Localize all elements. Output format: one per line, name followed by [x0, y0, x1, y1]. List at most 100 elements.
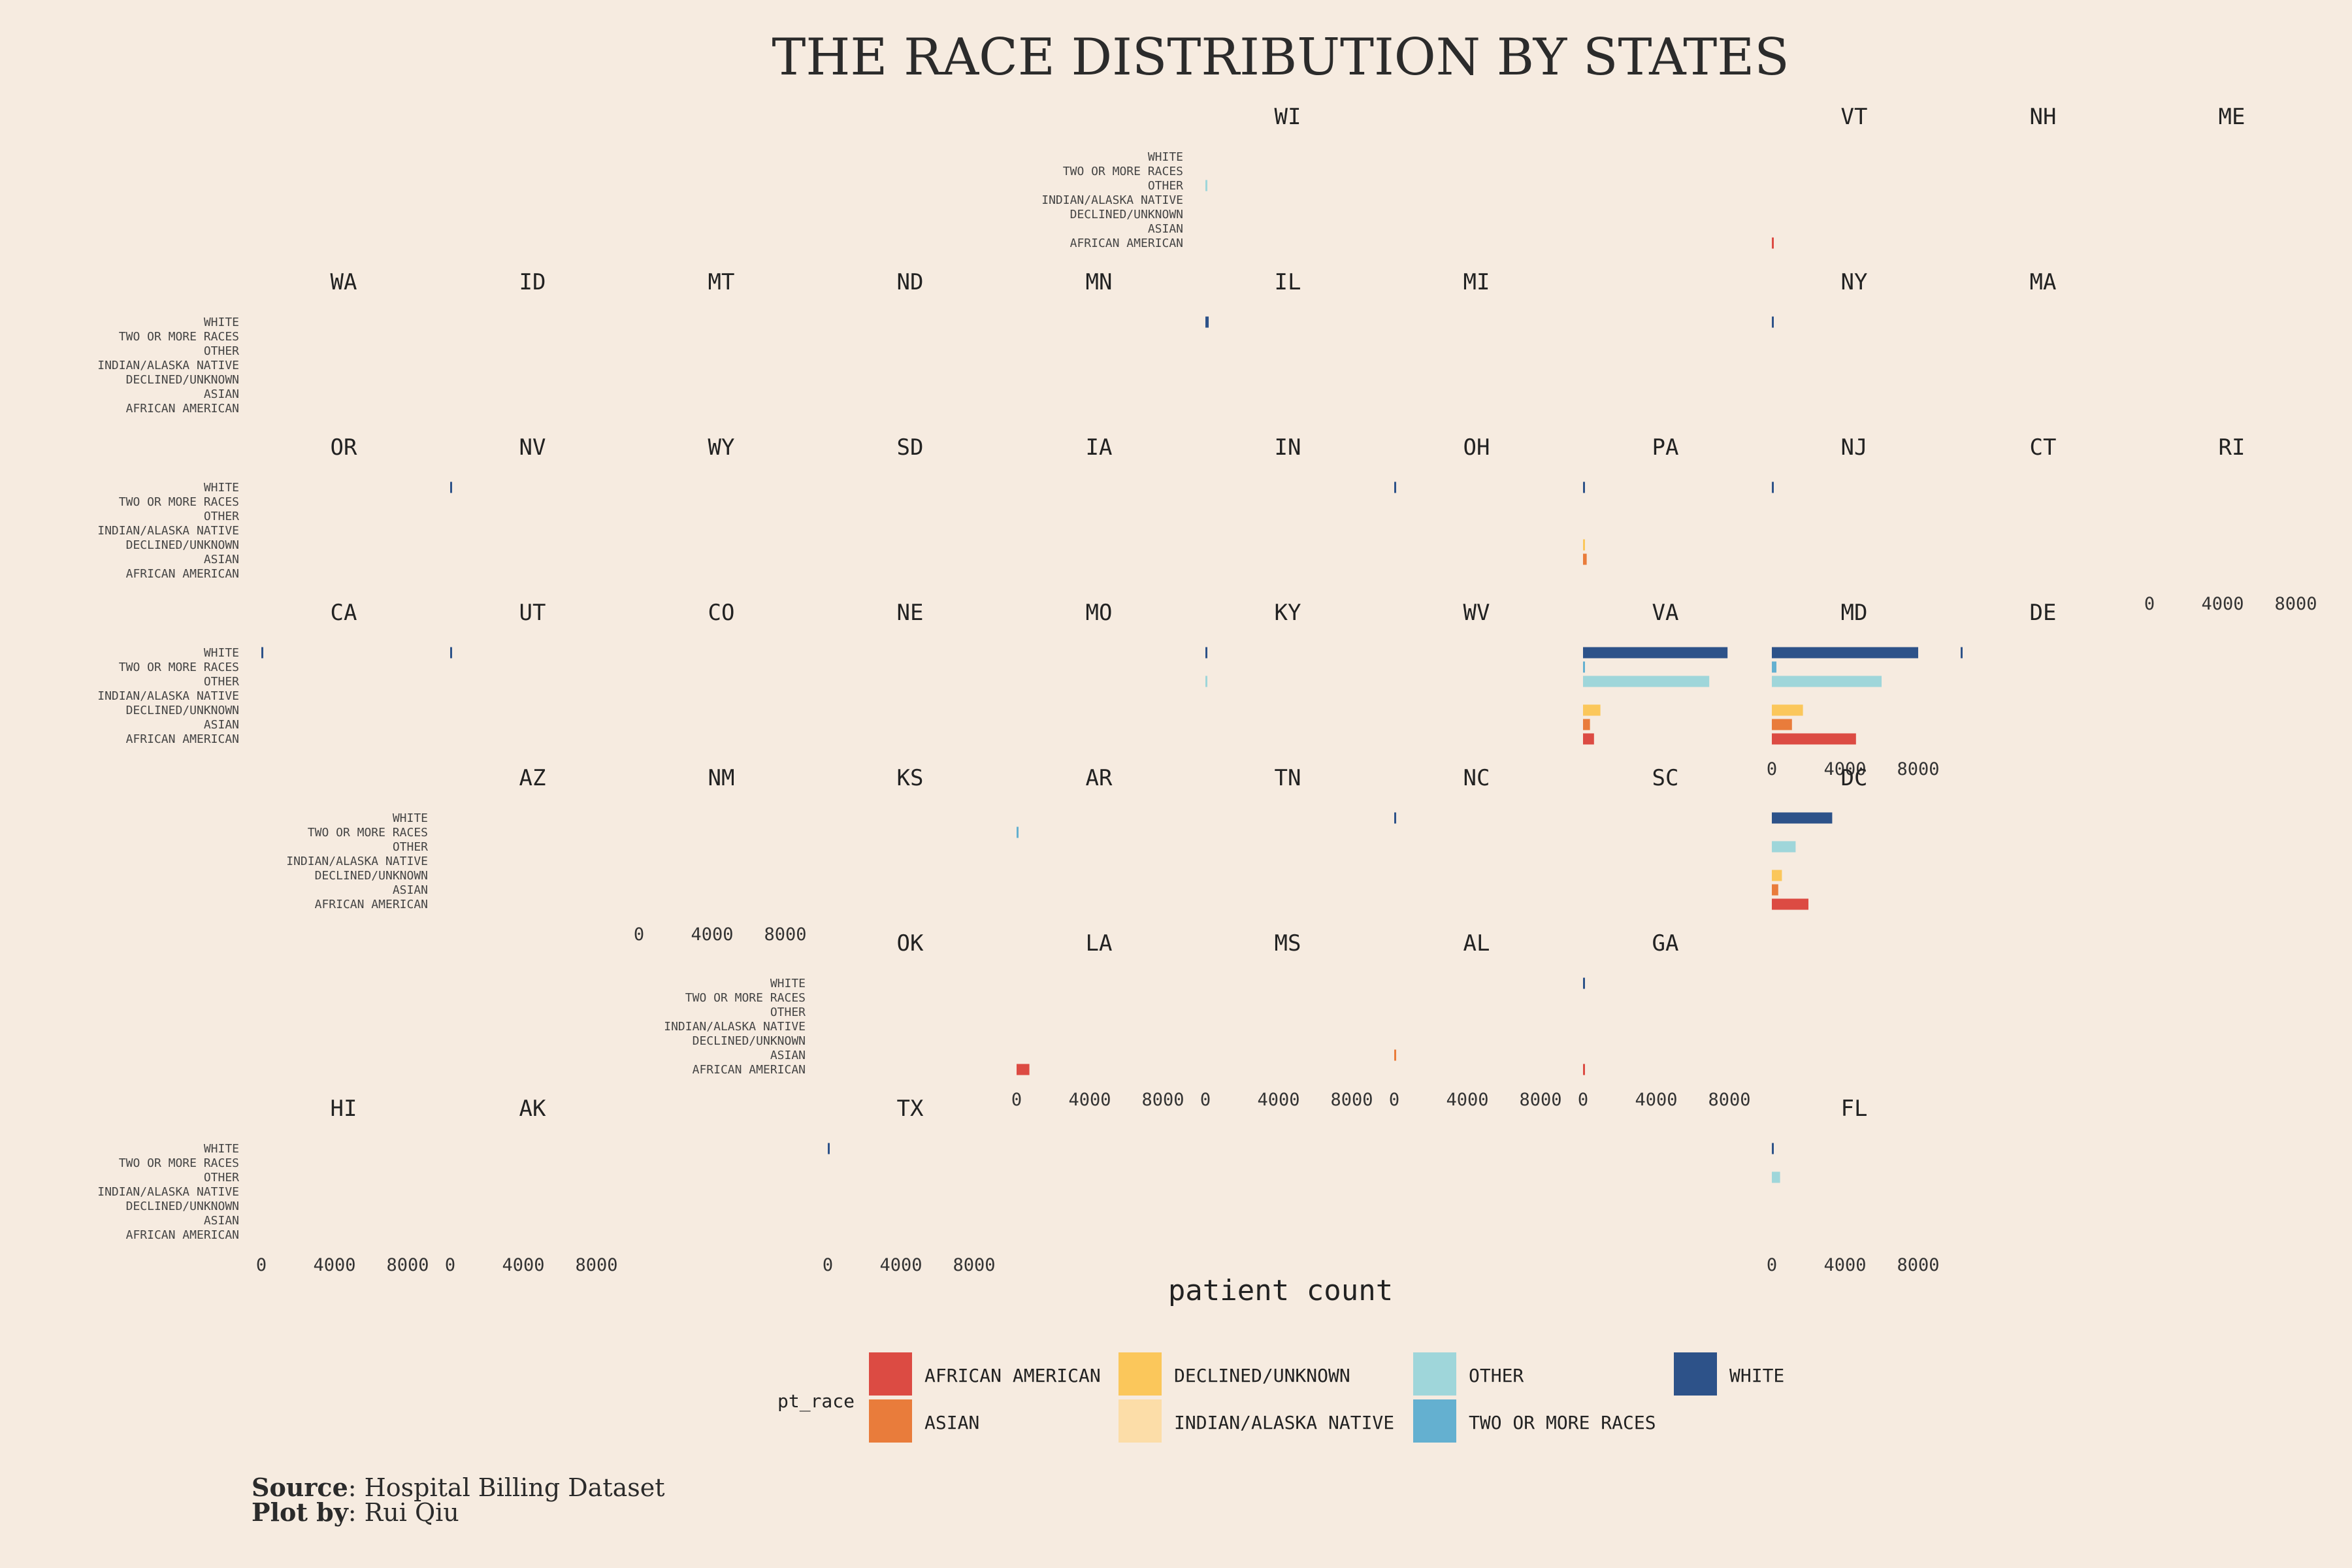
bar-declined-unknown: [1772, 870, 1782, 881]
x-tick-label: 4000: [1068, 1090, 1111, 1110]
legend-item-indian-alaska-native: INDIAN/ALASKA NATIVE: [1119, 1399, 1394, 1443]
panel-mi: MI: [1463, 269, 1490, 295]
state-label: SD: [897, 434, 924, 461]
state-label: KY: [1275, 600, 1301, 626]
bar-african-american: [1583, 1064, 1585, 1075]
legend-item-white: WHITE: [1674, 1352, 1784, 1396]
x-tick-label: 4000: [1635, 1090, 1677, 1110]
x-tick-label: 0: [1389, 1090, 1399, 1110]
legend-item-asian: ASIAN: [869, 1399, 979, 1443]
race-label: DECLINED/UNKNOWN: [1070, 208, 1183, 221]
state-label: NJ: [1841, 434, 1868, 461]
panel-vt: VT: [1772, 104, 1867, 249]
race-label: INDIAN/ALASKA NATIVE: [97, 689, 239, 703]
race-label: INDIAN/ALASKA NATIVE: [97, 1185, 239, 1199]
bar-white: [1583, 647, 1728, 659]
bar-declined-unknown: [1583, 539, 1585, 551]
state-label: MN: [1086, 269, 1113, 295]
state-label: MT: [708, 269, 735, 295]
legend-label: DECLINED/UNKNOWN: [1174, 1365, 1350, 1386]
panel-oh: OH: [1394, 434, 1490, 493]
race-label: DECLINED/UNKNOWN: [315, 869, 428, 883]
source-text: : Hospital Billing Dataset: [348, 1473, 665, 1502]
plotby-label: Plot by: [252, 1497, 348, 1527]
panel-id: ID: [519, 269, 546, 295]
panel-pa: PA: [1583, 434, 1678, 565]
panel-al: AL 0 4000 8000: [1389, 930, 1562, 1110]
legend-item-two-or-more-races: TWO OR MORE RACES: [1413, 1399, 1656, 1443]
bar-white: [1772, 1143, 1774, 1154]
state-label: VT: [1841, 104, 1868, 130]
bar-other: [1583, 676, 1710, 687]
state-label: CT: [2030, 434, 2057, 461]
panel-fl: FL 0 4000 8000: [1767, 1096, 1940, 1275]
race-label: TWO OR MORE RACES: [308, 826, 428, 840]
race-label: INDIAN/ALASKA NATIVE: [664, 1020, 806, 1034]
bar-white: [1772, 647, 1918, 659]
bar-white: [1583, 977, 1585, 989]
x-tick-label: 8000: [953, 1255, 995, 1275]
panel-dc: DC: [1772, 765, 1867, 910]
state-label: AZ: [519, 765, 546, 791]
x-tick-label: 8000: [1519, 1090, 1561, 1110]
race-label: ASIAN: [204, 718, 239, 732]
state-label: ND: [897, 269, 924, 295]
x-tick-label: 4000: [1446, 1090, 1488, 1110]
legend-swatch: [1674, 1352, 1717, 1396]
bar-african-american: [1772, 898, 1808, 910]
bar-other: [1205, 676, 1207, 687]
bar-white: [1205, 647, 1207, 659]
panel-ks: KS: [897, 765, 924, 791]
x-tick-label: 4000: [1257, 1090, 1299, 1110]
state-label: MS: [1275, 930, 1301, 956]
panel-ut: UT: [450, 600, 546, 659]
x-tick-label: 4000: [1823, 1255, 1866, 1275]
x-tick-label: 0: [1767, 759, 1777, 779]
state-label: CA: [331, 600, 357, 626]
x-tick-label: 8000: [1330, 1090, 1373, 1110]
panel-nc: NC: [1394, 765, 1490, 824]
state-label: UT: [519, 600, 546, 626]
panel-ar: AR: [1017, 765, 1113, 838]
bar-african-american: [1772, 237, 1774, 249]
state-label: SC: [1652, 765, 1679, 791]
legend-item-declined-unknown: DECLINED/UNKNOWN: [1119, 1352, 1350, 1396]
x-tick-label: 4000: [2201, 594, 2244, 614]
legend-swatch: [1119, 1399, 1162, 1443]
bar-white: [1772, 482, 1774, 493]
x-tick-label: 8000: [1141, 1090, 1184, 1110]
panel-sc: SC: [1652, 765, 1679, 791]
panel-ky: KY: [1205, 600, 1301, 687]
state-label: NE: [897, 600, 924, 626]
bar-white: [1583, 482, 1585, 493]
x-tick-label: 0: [1578, 1090, 1588, 1110]
panel-de: DE: [1961, 600, 2056, 659]
panel-in: IN: [1275, 434, 1301, 461]
panel-tn: TN: [1275, 765, 1301, 791]
x-tick-label: 0: [445, 1255, 455, 1275]
bar-white: [261, 647, 263, 659]
panel-va: VA: [1583, 600, 1728, 745]
state-label: DE: [2030, 600, 2057, 626]
state-label: TX: [897, 1096, 924, 1122]
state-label: AL: [1463, 930, 1490, 956]
x-tick-label: 8000: [1897, 1255, 1939, 1275]
state-label: ME: [2219, 104, 2246, 130]
panel-tx: TX 0 4000 8000: [823, 1096, 996, 1275]
panel-ia: IA: [1086, 434, 1113, 461]
state-label: WA: [331, 269, 357, 295]
state-label: NC: [1463, 765, 1490, 791]
panel-nv: NV: [450, 434, 546, 493]
state-label: LA: [1086, 930, 1113, 956]
race-label: OTHER: [1148, 179, 1183, 193]
race-label: TWO OR MORE RACES: [1063, 165, 1183, 178]
x-tick-label: 8000: [575, 1255, 617, 1275]
